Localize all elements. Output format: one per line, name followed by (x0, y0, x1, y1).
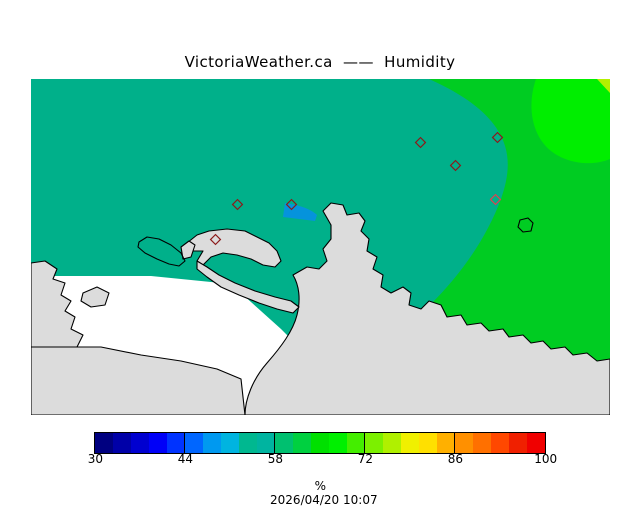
colorbar-gradient[interactable] (94, 432, 546, 454)
colorbar-segment (347, 433, 365, 453)
station-marker-primary[interactable] (489, 193, 502, 206)
colorbar-unit: % (314, 479, 327, 493)
colorbar-tick-labels: 30 44 58 72 86 100 (0, 452, 640, 466)
colorbar-segment (419, 433, 437, 453)
colorbar-tick-label: 58 (267, 452, 284, 466)
colorbar-segment (455, 433, 473, 453)
colorbar-segment (221, 433, 239, 453)
colorbar-segment (401, 433, 419, 453)
colorbar-caption: % 2026/04/20 10:07 (0, 465, 640, 507)
land-mask-layer (31, 202, 610, 415)
colorbar-tick-label: 86 (447, 452, 464, 466)
station-marker[interactable] (449, 159, 462, 172)
colorbar-segment (185, 433, 203, 453)
station-marker[interactable] (414, 136, 427, 149)
colorbar-timestamp: 2026/04/20 10:07 (270, 493, 378, 507)
colorbar-segment (257, 433, 275, 453)
page-title: VictoriaWeather.ca —— Humidity (184, 53, 456, 71)
station-marker[interactable] (285, 198, 298, 211)
colorbar-tick-label: 100 (534, 452, 558, 466)
colorbar-segment (527, 433, 545, 453)
colorbar-segment (95, 433, 113, 453)
colorbar-segment (113, 433, 131, 453)
colorbar-segment (473, 433, 491, 453)
colorbar-segment (437, 433, 455, 453)
map-canvas (31, 79, 610, 415)
colorbar-segment (509, 433, 527, 453)
colorbar-segment (365, 433, 383, 453)
colorbar-segment (149, 433, 167, 453)
colorbar-segment (203, 433, 221, 453)
station-marker[interactable] (491, 131, 504, 144)
colorbar-segment (167, 433, 185, 453)
colorbar-segment (275, 433, 293, 453)
colorbar-tick-label: 72 (357, 452, 374, 466)
colorbar-segment (329, 433, 347, 453)
colorbar-segment (239, 433, 257, 453)
colorbar-segment (131, 433, 149, 453)
colorbar[interactable] (94, 432, 546, 454)
station-marker[interactable] (231, 198, 244, 211)
station-marker[interactable] (209, 233, 222, 246)
colorbar-segment (491, 433, 509, 453)
colorbar-tick-label: 30 (87, 452, 104, 466)
colorbar-segment (293, 433, 311, 453)
station-markers-layer[interactable] (209, 131, 504, 246)
humidity-map[interactable] (31, 79, 610, 415)
colorbar-segment (311, 433, 329, 453)
colorbar-segment (383, 433, 401, 453)
colorbar-tick-label: 44 (177, 452, 194, 466)
